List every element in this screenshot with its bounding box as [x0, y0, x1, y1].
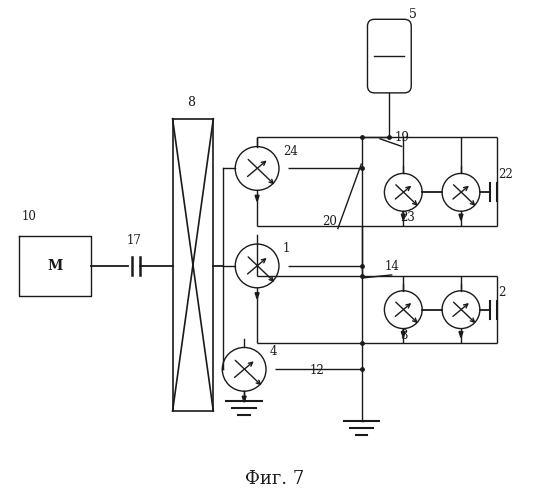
Polygon shape [459, 332, 463, 338]
Text: 8: 8 [187, 96, 196, 109]
Text: 1: 1 [283, 242, 290, 255]
Polygon shape [255, 196, 259, 202]
Text: 3: 3 [401, 328, 408, 342]
Polygon shape [459, 214, 463, 220]
Text: 19: 19 [395, 130, 409, 143]
Polygon shape [401, 214, 406, 220]
Polygon shape [401, 332, 406, 338]
Text: M: M [47, 259, 63, 273]
Polygon shape [242, 396, 246, 402]
Text: 22: 22 [498, 168, 512, 181]
Text: 12: 12 [310, 364, 325, 378]
Text: 17: 17 [127, 234, 142, 247]
Text: 5: 5 [409, 8, 417, 22]
Text: 20: 20 [322, 215, 337, 228]
Text: 24: 24 [283, 144, 298, 158]
Text: 23: 23 [401, 211, 415, 224]
Text: Фиг. 7: Фиг. 7 [245, 470, 305, 488]
Text: 2: 2 [498, 286, 505, 298]
Polygon shape [255, 293, 259, 298]
Text: 14: 14 [385, 260, 399, 273]
Text: 4: 4 [270, 346, 278, 358]
Text: 10: 10 [21, 210, 36, 223]
